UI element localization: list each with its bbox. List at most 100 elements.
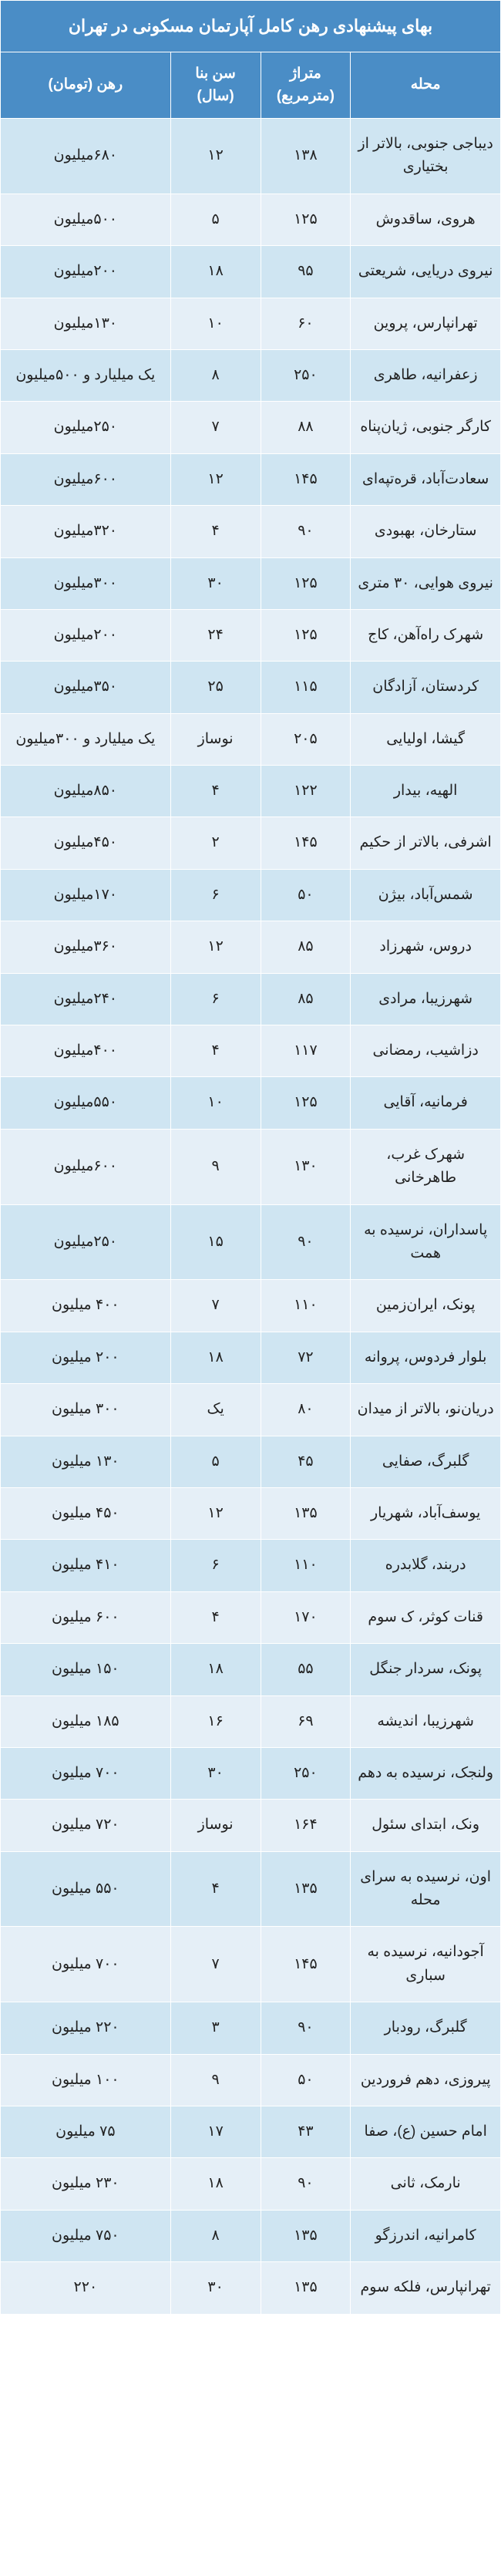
cell-rent: ۷۰۰ میلیون — [1, 1747, 171, 1799]
cell-neighborhood: زعفرانیه، طاهری — [351, 349, 501, 401]
cell-neighborhood: دریان‌نو، بالاتر از میدان — [351, 1384, 501, 1436]
cell-area: ۹۰ — [261, 1204, 351, 1280]
cell-neighborhood: کردستان، آزادگان — [351, 662, 501, 713]
cell-neighborhood: پیروزی، دهم فروردین — [351, 2054, 501, 2106]
table-row: قنات کوثر، ک سوم۱۷۰۴۶۰۰ میلیون — [1, 1591, 501, 1643]
cell-neighborhood: فرمانیه، آقایی — [351, 1077, 501, 1129]
cell-age: ۱۶ — [170, 1695, 261, 1747]
cell-area: ۱۳۵ — [261, 2262, 351, 2314]
cell-rent: ۷۵ میلیون — [1, 2106, 171, 2158]
table-row: یوسف‌آباد، شهریار۱۳۵۱۲۴۵۰ میلیون — [1, 1487, 501, 1539]
cell-age: ۱۲ — [170, 1487, 261, 1539]
cell-area: ۱۲۵ — [261, 194, 351, 245]
cell-area: ۵۰ — [261, 869, 351, 921]
cell-area: ۱۳۵ — [261, 2210, 351, 2261]
cell-rent: ۴۱۰ میلیون — [1, 1540, 171, 1591]
cell-neighborhood: ستارخان، بهبودی — [351, 506, 501, 557]
cell-neighborhood: الهیه، بیدار — [351, 766, 501, 817]
cell-rent: ۱۳۰میلیون — [1, 298, 171, 349]
cell-area: ۱۴۵ — [261, 1927, 351, 2002]
cell-rent: ۲۵۰میلیون — [1, 1204, 171, 1280]
cell-area: ۱۷۰ — [261, 1591, 351, 1643]
cell-age: ۴ — [170, 1025, 261, 1077]
cell-neighborhood: دیباجی جنوبی، بالاتر از بختیاری — [351, 119, 501, 194]
table-row: دریان‌نو، بالاتر از میدان۸۰یک۳۰۰ میلیون — [1, 1384, 501, 1436]
table-row: شهرک راه‌آهن، کاج۱۲۵۲۴۲۰۰میلیون — [1, 609, 501, 661]
table-title: بهای پیشنهادی رهن کامل آپارتمان مسکونی د… — [1, 1, 501, 52]
cell-age: ۱۷ — [170, 2106, 261, 2158]
cell-neighborhood: شهرک غرب، طاهرخانی — [351, 1129, 501, 1204]
table-row: سعادت‌آباد، قره‌تپه‌ای۱۴۵۱۲۶۰۰میلیون — [1, 453, 501, 505]
cell-rent: ۷۲۰ میلیون — [1, 1800, 171, 1851]
cell-neighborhood: هروی، ساقدوش — [351, 194, 501, 245]
table-row: کارگر جنوبی، ژیان‌پناه۸۸۷۲۵۰میلیون — [1, 402, 501, 453]
column-header-age: سن بنا (سال) — [170, 52, 261, 119]
table-row: ولنجک، نرسیده به دهم۲۵۰۳۰۷۰۰ میلیون — [1, 1747, 501, 1799]
cell-age: ۱۸ — [170, 2158, 261, 2210]
cell-rent: ۲۰۰ میلیون — [1, 1332, 171, 1383]
table-header-row: محلهمتراژ (مترمربع)سن بنا (سال)رهن (توما… — [1, 52, 501, 119]
table-row: گلبرگ، رودبار۹۰۳۲۲۰ میلیون — [1, 2002, 501, 2054]
cell-neighborhood: پونک، ایران‌زمین — [351, 1280, 501, 1332]
cell-age: ۳۰ — [170, 1747, 261, 1799]
column-header-area: متراژ (مترمربع) — [261, 52, 351, 119]
cell-age: ۴ — [170, 1851, 261, 1927]
cell-rent: ۶۰۰میلیون — [1, 453, 171, 505]
cell-age: ۱۰ — [170, 298, 261, 349]
cell-neighborhood: اشرفی، بالاتر از حکیم — [351, 817, 501, 869]
cell-age: ۴ — [170, 1591, 261, 1643]
cell-area: ۱۴۵ — [261, 453, 351, 505]
cell-age: ۷ — [170, 1927, 261, 2002]
cell-rent: ۱۰۰ میلیون — [1, 2054, 171, 2106]
cell-age: ۳ — [170, 2002, 261, 2054]
cell-rent: ۷۵۰ میلیون — [1, 2210, 171, 2261]
cell-rent: ۳۶۰میلیون — [1, 921, 171, 973]
table-row: دزاشیب، رمضانی۱۱۷۴۴۰۰میلیون — [1, 1025, 501, 1077]
cell-neighborhood: گلبرگ، صفایی — [351, 1436, 501, 1487]
cell-rent: ۴۰۰میلیون — [1, 1025, 171, 1077]
mortgage-price-table: بهای پیشنهادی رهن کامل آپارتمان مسکونی د… — [0, 0, 501, 2315]
cell-neighborhood: دربند، گلابدره — [351, 1540, 501, 1591]
cell-area: ۱۲۲ — [261, 766, 351, 817]
cell-area: ۶۰ — [261, 298, 351, 349]
cell-rent: ۶۰۰ میلیون — [1, 1591, 171, 1643]
cell-neighborhood: امام حسین (ع)، صفا — [351, 2106, 501, 2158]
table-row: تهرانپارس، پروین۶۰۱۰۱۳۰میلیون — [1, 298, 501, 349]
cell-neighborhood: بلوار فردوس، پروانه — [351, 1332, 501, 1383]
cell-neighborhood: پونک، سردار جنگل — [351, 1644, 501, 1695]
cell-age: ۶ — [170, 1540, 261, 1591]
cell-age: ۸ — [170, 349, 261, 401]
cell-area: ۸۵ — [261, 973, 351, 1025]
table-row: گلبرگ، صفایی۴۵۵۱۳۰ میلیون — [1, 1436, 501, 1487]
cell-area: ۱۳۵ — [261, 1487, 351, 1539]
cell-rent: ۴۰۰ میلیون — [1, 1280, 171, 1332]
cell-rent: ۶۰۰میلیون — [1, 1129, 171, 1204]
table-row: کامرانیه، اندرزگو۱۳۵۸۷۵۰ میلیون — [1, 2210, 501, 2261]
table-row: دروس، شهرزاد۸۵۱۲۳۶۰میلیون — [1, 921, 501, 973]
cell-neighborhood: نیروی هوایی، ۳۰ متری — [351, 557, 501, 609]
cell-rent: ۳۵۰میلیون — [1, 662, 171, 713]
column-header-rent: رهن (تومان) — [1, 52, 171, 119]
table-row: ونک، ابتدای سئول۱۶۴نوساز۷۲۰ میلیون — [1, 1800, 501, 1851]
table-row: زعفرانیه، طاهری۲۵۰۸یک میلیارد و ۵۰۰میلیو… — [1, 349, 501, 401]
cell-neighborhood: آجودانیه، نرسیده به سباری — [351, 1927, 501, 2002]
cell-rent: ۸۵۰میلیون — [1, 766, 171, 817]
cell-age: ۵ — [170, 1436, 261, 1487]
cell-age: ۱۸ — [170, 1332, 261, 1383]
cell-rent: ۱۳۰ میلیون — [1, 1436, 171, 1487]
cell-area: ۲۰۵ — [261, 713, 351, 765]
cell-age: یک — [170, 1384, 261, 1436]
cell-rent: ۵۵۰ میلیون — [1, 1851, 171, 1927]
table-title-row: بهای پیشنهادی رهن کامل آپارتمان مسکونی د… — [1, 1, 501, 52]
cell-rent: ۵۰۰میلیون — [1, 194, 171, 245]
cell-age: ۴ — [170, 766, 261, 817]
cell-age: ۷ — [170, 402, 261, 453]
cell-age: ۶ — [170, 869, 261, 921]
cell-rent: ۴۵۰میلیون — [1, 817, 171, 869]
cell-rent: ۱۵۰ میلیون — [1, 1644, 171, 1695]
cell-neighborhood: دروس، شهرزاد — [351, 921, 501, 973]
cell-neighborhood: شمس‌آباد، بیژن — [351, 869, 501, 921]
cell-area: ۱۲۵ — [261, 1077, 351, 1129]
table-row: شهرزیبا، اندیشه۶۹۱۶۱۸۵ میلیون — [1, 1695, 501, 1747]
cell-area: ۹۰ — [261, 2158, 351, 2210]
